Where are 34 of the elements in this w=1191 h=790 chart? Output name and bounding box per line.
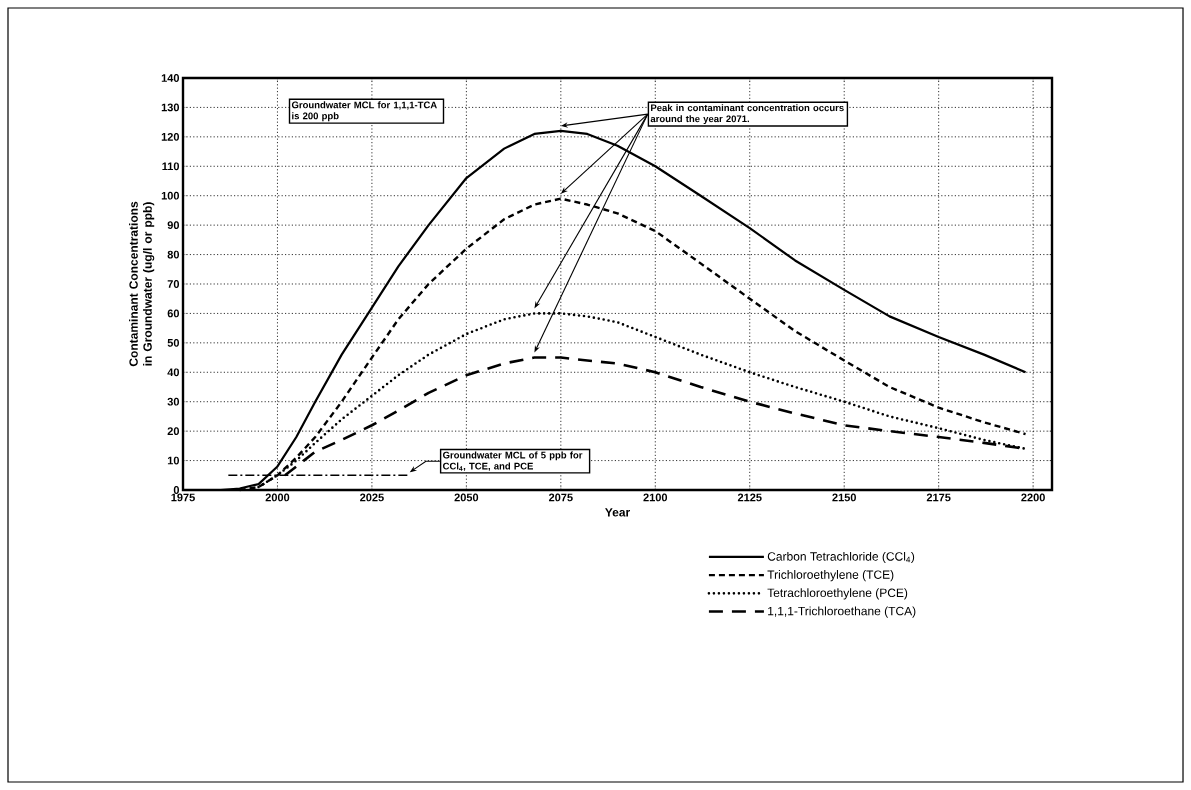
- y-tick-label: 70: [167, 280, 180, 288]
- x-tick-label: 2175: [926, 493, 951, 502]
- legend-label: Trichloroethylene (TCE): [767, 570, 894, 582]
- y-tick-label: 120: [161, 132, 180, 141]
- annotation: Groundwater MCL of 5 ppb for CCl$_{4}$, TCE, and PCE: [443, 451, 583, 471]
- y-tick-label: 140: [161, 74, 180, 82]
- y-tick-label: 80: [167, 250, 180, 259]
- y-tick-label: 30: [167, 397, 180, 406]
- x-tick-label: 2100: [643, 493, 668, 502]
- legend-label: Carbon Tetrachloride (CCl$_{4}$): [767, 551, 915, 564]
- x-tick-label: 2050: [454, 493, 479, 502]
- x-tick-label: 2150: [832, 493, 856, 502]
- x-tick-label: 2125: [737, 493, 762, 502]
- x-tick-label: 2200: [1021, 493, 1045, 502]
- annotation: Groundwater MCL for 1,1,1-TCA is 200 ppb: [291, 101, 437, 122]
- x-tick-label: 2075: [548, 493, 573, 502]
- annotation: Peak in contaminant concentration occurs around the year 2071.: [650, 104, 844, 125]
- y-tick-label: 40: [167, 368, 180, 377]
- y-tick-label: 10: [167, 456, 180, 465]
- y-axis-title: Contaminant Concentrations in Groundwater (ug/l or ppb): [129, 201, 155, 367]
- legend-label: Tetrachloroethylene (PCE): [767, 588, 908, 600]
- x-axis-title: Year: [605, 508, 630, 517]
- y-tick-label: 110: [162, 162, 180, 171]
- y-tick-label: 0: [173, 486, 180, 494]
- x-tick-label: 1975: [171, 493, 195, 502]
- y-tick-label: 100: [161, 191, 180, 200]
- y-tick-label: 130: [161, 103, 180, 112]
- x-tick-label: 2025: [360, 493, 384, 502]
- y-tick-label: 20: [167, 427, 180, 436]
- x-tick-label: 2000: [265, 493, 290, 502]
- legend-label: 1,1,1-Trichloroethane (TCA): [768, 606, 916, 618]
- y-tick-label: 60: [167, 309, 180, 318]
- y-tick-label: 50: [167, 338, 180, 347]
- y-tick-label: 90: [167, 221, 180, 230]
